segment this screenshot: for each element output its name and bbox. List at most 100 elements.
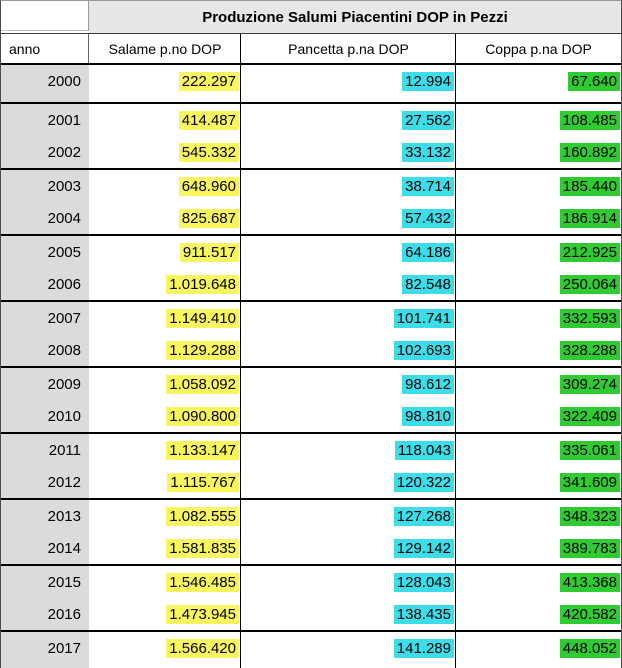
pancetta-value: 82.548 <box>402 274 454 294</box>
year-label: 2013 <box>47 507 81 525</box>
pancetta-cell: 38.714 <box>241 170 456 202</box>
pancetta-value: 127.268 <box>393 506 454 526</box>
year-label: 2004 <box>47 209 81 227</box>
year-cell: 2001 <box>1 104 89 136</box>
year-cell: 2006 <box>1 268 89 300</box>
salame-value: 825.687 <box>178 208 239 228</box>
year-label: 2003 <box>47 177 81 195</box>
pancetta-cell: 138.435 <box>241 598 456 630</box>
pancetta-value: 98.612 <box>402 374 454 394</box>
row-group: 2009 1.058.092 98.612 309.274 2010 1.090… <box>1 368 621 434</box>
pancetta-cell: 12.994 <box>241 65 456 97</box>
coppa-cell: 348.323 <box>456 500 621 532</box>
table-row: 2004 825.687 57.432 186.914 <box>1 202 621 234</box>
salame-cell: 1.129.288 <box>89 334 241 366</box>
coppa-value: 448.052 <box>559 638 620 658</box>
table-body: 2000 222.297 12.994 67.640 2001 414.487 … <box>1 65 621 668</box>
salame-value: 222.297 <box>178 71 239 91</box>
salame-value: 1.473.945 <box>166 604 239 624</box>
year-label: 2016 <box>47 605 81 623</box>
pancetta-cell: 127.268 <box>241 500 456 532</box>
coppa-cell: 186.914 <box>456 202 621 234</box>
salame-value: 1.581.835 <box>166 538 239 558</box>
pancetta-cell: 128.043 <box>241 566 456 598</box>
table-row: 2015 1.546.485 128.043 413.368 <box>1 566 621 598</box>
header-pancetta: Pancetta p.na DOP <box>288 40 409 57</box>
row-group: 2003 648.960 38.714 185.440 2004 825.687… <box>1 170 621 236</box>
salame-cell: 1.082.555 <box>89 500 241 532</box>
column-header-row: anno Salame p.no DOP Pancetta p.na DOP C… <box>1 34 621 65</box>
year-label: 2012 <box>47 473 81 491</box>
salame-value: 1.129.288 <box>166 340 239 360</box>
salame-value: 1.133.147 <box>166 440 239 460</box>
pancetta-cell: 98.612 <box>241 368 456 400</box>
salame-cell: 1.546.485 <box>89 566 241 598</box>
table-row: 2009 1.058.092 98.612 309.274 <box>1 368 621 400</box>
coppa-cell: 420.582 <box>456 598 621 630</box>
year-label: 2011 <box>48 441 81 459</box>
pancetta-value: 128.043 <box>393 572 454 592</box>
table-row: 2006 1.019.648 82.548 250.064 <box>1 268 621 300</box>
salame-cell: 825.687 <box>89 202 241 234</box>
row-group: 2001 414.487 27.562 108.485 2002 545.332… <box>1 104 621 170</box>
coppa-value: 413.368 <box>559 572 620 592</box>
table-row: 2013 1.082.555 127.268 348.323 <box>1 500 621 532</box>
row-group: 2015 1.546.485 128.043 413.368 2016 1.47… <box>1 566 621 632</box>
coppa-value: 420.582 <box>559 604 620 624</box>
coppa-cell: 328.288 <box>456 334 621 366</box>
salame-cell: 1.581.835 <box>89 532 241 564</box>
title-row: Produzione Salumi Piacentini DOP in Pezz… <box>1 1 621 34</box>
pancetta-cell: 120.322 <box>241 466 456 498</box>
coppa-cell: 67.640 <box>456 65 621 97</box>
year-cell: 2008 <box>1 334 89 366</box>
pancetta-value: 129.142 <box>393 538 454 558</box>
table-row: 2016 1.473.945 138.435 420.582 <box>1 598 621 630</box>
pancetta-cell: 57.432 <box>241 202 456 234</box>
pancetta-value: 138.435 <box>393 604 454 624</box>
pancetta-cell: 27.562 <box>241 104 456 136</box>
salame-cell: 1.090.800 <box>89 400 241 432</box>
pancetta-value: 38.714 <box>402 176 454 196</box>
coppa-value: 67.640 <box>568 71 620 91</box>
salame-value: 414.487 <box>178 110 239 130</box>
coppa-cell: 185.440 <box>456 170 621 202</box>
coppa-value: 348.323 <box>559 506 620 526</box>
year-cell: 2012 <box>1 466 89 498</box>
year-cell: 2009 <box>1 368 89 400</box>
year-label: 2007 <box>47 309 81 327</box>
year-label: 2002 <box>47 143 81 161</box>
pancetta-value: 33.132 <box>402 142 454 162</box>
coppa-value: 185.440 <box>559 176 620 196</box>
row-group: 2000 222.297 12.994 67.640 <box>1 65 621 104</box>
table-row: 2017 1.566.420 141.289 448.052 <box>1 632 621 664</box>
salame-cell: 1.133.147 <box>89 434 241 466</box>
salame-cell: 545.332 <box>89 136 241 168</box>
coppa-value: 328.288 <box>559 340 620 360</box>
coppa-cell: 332.593 <box>456 302 621 334</box>
coppa-value: 160.892 <box>559 142 620 162</box>
pancetta-cell: 64.186 <box>241 236 456 268</box>
coppa-value: 322.409 <box>559 406 620 426</box>
salame-value: 1.019.648 <box>166 274 239 294</box>
salame-cell: 1.566.420 <box>89 632 241 664</box>
table-row: 2011 1.133.147 118.043 335.061 <box>1 434 621 466</box>
pancetta-value: 141.289 <box>393 638 454 658</box>
table-row: 2002 545.332 33.132 160.892 <box>1 136 621 168</box>
year-label: 2006 <box>47 275 81 293</box>
coppa-cell: 108.485 <box>456 104 621 136</box>
header-anno: anno <box>9 40 41 57</box>
pancetta-cell: 129.142 <box>241 532 456 564</box>
coppa-value: 341.609 <box>559 472 620 492</box>
table-row: 2001 414.487 27.562 108.485 <box>1 104 621 136</box>
year-cell: 2005 <box>1 236 89 268</box>
pancetta-value: 98.810 <box>402 406 454 426</box>
year-cell: 2000 <box>1 65 89 97</box>
coppa-cell: 448.052 <box>456 632 621 664</box>
coppa-cell: 309.274 <box>456 368 621 400</box>
salame-value: 1.149.410 <box>166 308 239 328</box>
salame-value: 1.082.555 <box>166 506 239 526</box>
salame-value: 545.332 <box>178 142 239 162</box>
salame-value: 1.546.485 <box>166 572 239 592</box>
coppa-value: 250.064 <box>559 274 620 294</box>
